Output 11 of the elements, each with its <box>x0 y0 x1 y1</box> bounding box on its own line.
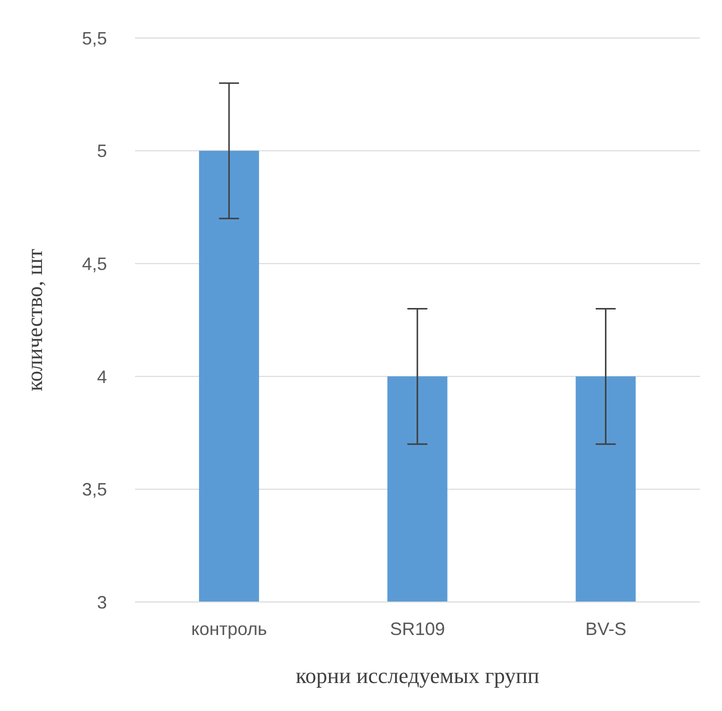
y-tick-label: 3,5 <box>82 480 107 500</box>
x-tick-label: SR109 <box>390 618 446 639</box>
x-tick-label: контроль <box>191 618 268 639</box>
y-tick-label: 4 <box>96 366 107 387</box>
y-tick-label: 5,5 <box>82 28 107 48</box>
y-tick-label: 5 <box>96 141 107 162</box>
x-axis-title: корни исследуемых групп <box>296 663 540 688</box>
y-tick-label: 3 <box>96 592 107 612</box>
x-tick-label: BV-S <box>585 618 626 639</box>
y-tick-label: 4,5 <box>82 254 107 274</box>
y-axis-title: количество, шт <box>22 248 47 392</box>
